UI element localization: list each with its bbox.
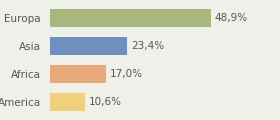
Bar xyxy=(50,93,85,111)
Text: 48,9%: 48,9% xyxy=(215,13,248,23)
Text: 23,4%: 23,4% xyxy=(131,41,164,51)
Bar xyxy=(50,9,211,27)
Bar xyxy=(50,65,106,83)
Text: 17,0%: 17,0% xyxy=(110,69,143,79)
Text: 10,6%: 10,6% xyxy=(88,97,122,107)
Bar xyxy=(50,37,127,55)
